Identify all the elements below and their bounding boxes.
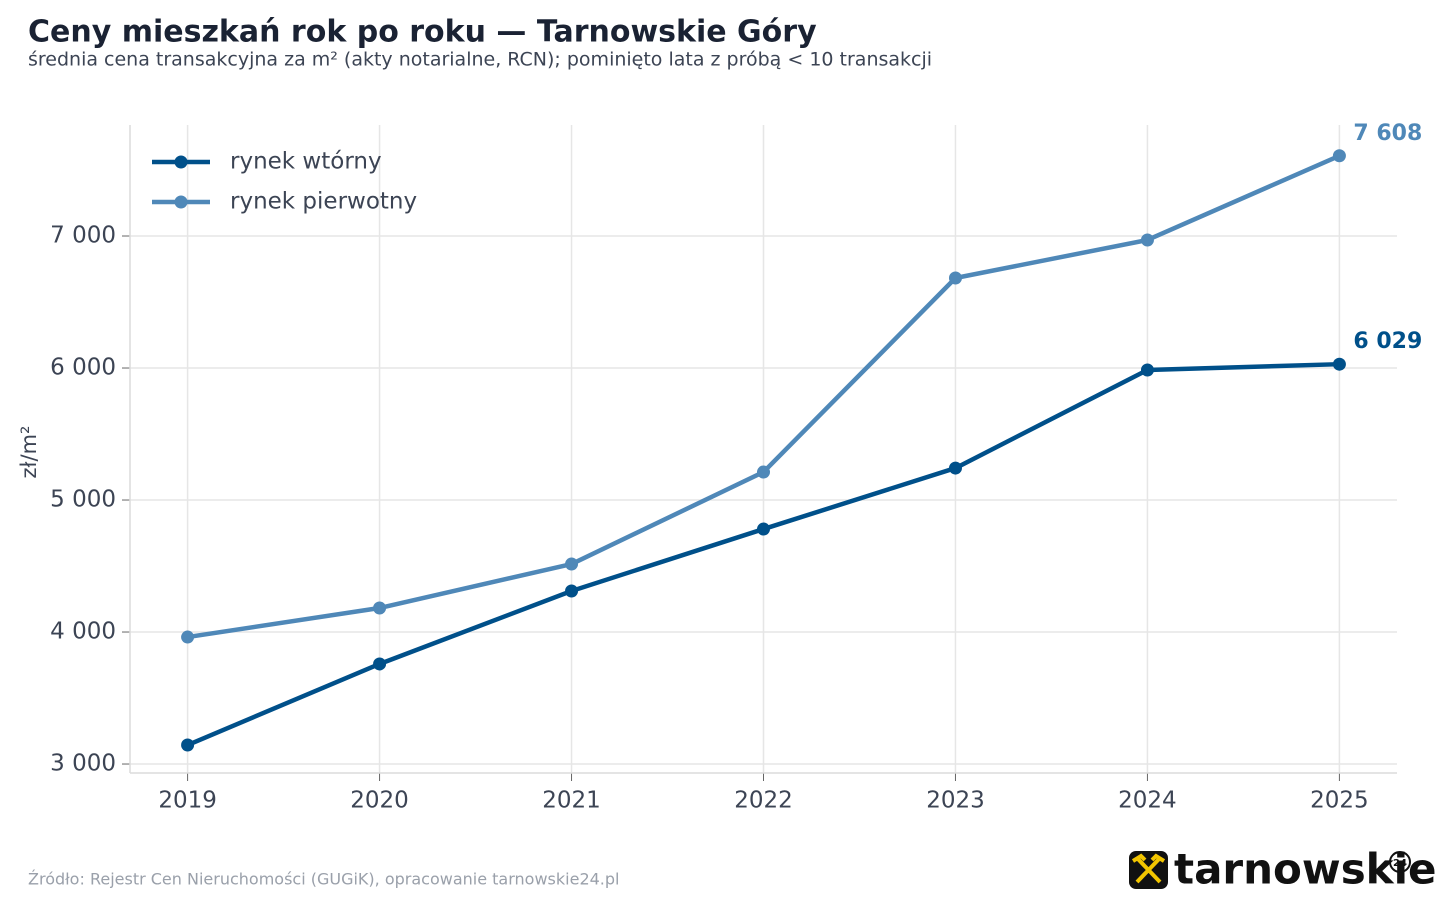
chart-title: Ceny mieszkań rok po roku — Tarnowskie G… <box>28 15 817 50</box>
data-point <box>181 738 195 752</box>
data-point <box>181 630 195 644</box>
x-tick-label: 2023 <box>926 788 985 814</box>
logo-hammers <box>1131 853 1166 884</box>
chart-subtitle: średnia cena transakcyjna za m² (akty no… <box>28 49 932 71</box>
legend-marker <box>174 155 188 169</box>
x-tick-label: 2022 <box>734 788 793 814</box>
x-tick-label: 2021 <box>542 788 601 814</box>
data-point <box>1140 363 1154 377</box>
value-label: 7 608 <box>1353 121 1422 146</box>
data-point <box>565 584 579 598</box>
logo-badge-ring <box>1389 851 1411 873</box>
data-point <box>948 461 962 475</box>
data-point <box>1332 149 1346 163</box>
legend-marker <box>174 195 188 209</box>
y-tick-label: 4 000 <box>50 619 116 645</box>
y-tick-label: 3 000 <box>50 751 116 777</box>
x-tick-label: 2019 <box>158 788 217 814</box>
data-point <box>373 657 387 671</box>
data-point <box>565 557 579 571</box>
data-point <box>757 522 770 536</box>
logo-badge: 24 <box>1393 858 1407 869</box>
legend-label: rynek pierwotny <box>230 189 417 215</box>
data-point <box>1332 357 1346 371</box>
x-tick-label: 2025 <box>1310 788 1369 814</box>
x-tick-label: 2020 <box>350 788 409 814</box>
data-point <box>373 601 387 615</box>
y-tick-label: 6 000 <box>50 355 116 381</box>
x-tick-label: 2024 <box>1118 788 1177 814</box>
y-axis-label: zł/m² <box>17 426 41 479</box>
data-point <box>948 271 962 285</box>
value-label: 6 029 <box>1353 329 1422 354</box>
legend-label: rynek wtórny <box>230 149 382 175</box>
data-point <box>1140 233 1154 247</box>
y-tick-label: 7 000 <box>50 223 116 249</box>
data-point <box>757 465 770 479</box>
source-note: Źródło: Rejestr Cen Nieruchomości (GUGiK… <box>28 870 619 889</box>
logo: tarnowskie 24 <box>1129 845 1437 894</box>
y-tick-label: 5 000 <box>50 487 116 513</box>
